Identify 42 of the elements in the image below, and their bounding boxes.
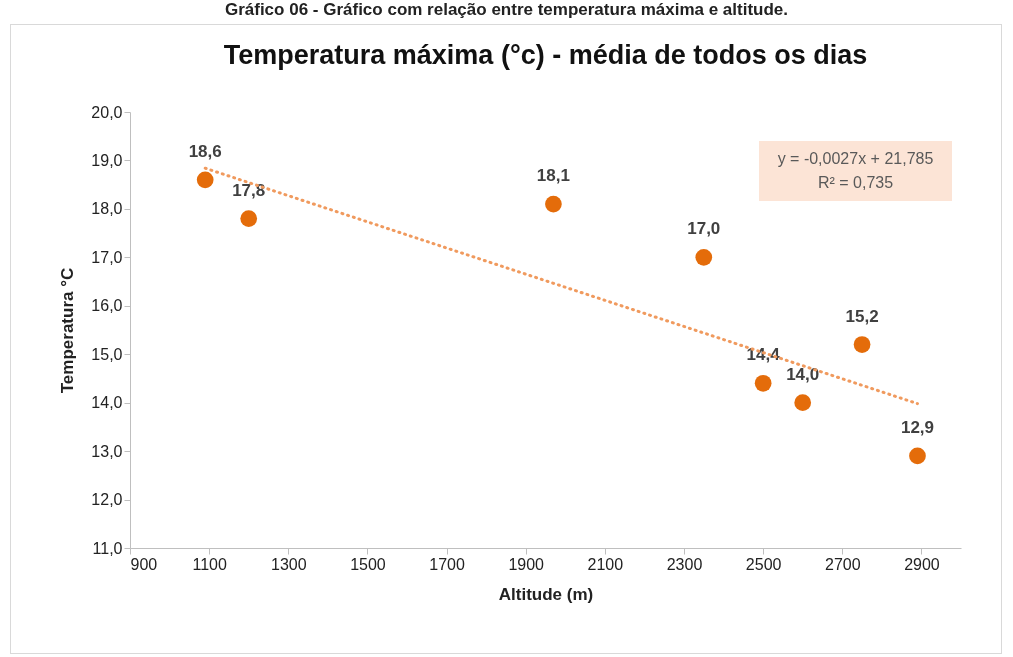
y-tick-label: 13,0 [91, 442, 123, 460]
x-tick-label: 1100 [192, 555, 227, 573]
y-axis-title: Temperatura °C [58, 267, 78, 394]
data-label: 18,1 [536, 166, 570, 186]
y-tick-label: 15,0 [91, 345, 123, 363]
data-label: 12,9 [900, 417, 935, 437]
x-tick-label: 1300 [270, 555, 307, 573]
x-tick-label: 2500 [745, 555, 782, 573]
y-tick-label: 17,0 [91, 248, 123, 266]
x-tick-label: 2300 [666, 555, 703, 573]
data-label: 18,6 [188, 141, 222, 161]
data-label: 14,0 [786, 364, 820, 384]
point [754, 374, 772, 392]
point [240, 210, 258, 227]
text: Gráfico 06 - Gráfico com relação entre temperatura máxima e altitude. [223, 0, 790, 20]
point [794, 394, 812, 412]
data-label: 15,2 [845, 306, 879, 326]
y-tick-label: 11,0 [92, 539, 123, 557]
y-tick-label: 19,0 [91, 151, 123, 169]
data-label: 17,0 [687, 219, 721, 239]
y-tick-label: 18,0 [91, 200, 123, 218]
annotation: y = -0,0027x + 21,785 [776, 149, 935, 169]
point [545, 195, 562, 213]
chart-title: Temperatura máxima (°c) - média de todos os dias [223, 40, 868, 70]
x-tick-label: 1500 [350, 555, 386, 573]
x-tick-label: 900 [130, 555, 158, 573]
y-tick-label: 16,0 [91, 297, 123, 315]
annotation: R² = 0,735 [816, 173, 895, 193]
y-tick-label: 20,0 [91, 103, 123, 121]
point [196, 171, 214, 189]
x-tick-label: 2100 [587, 555, 624, 573]
data-label: 17,8 [232, 180, 266, 200]
x-tick-label: 2900 [904, 555, 940, 573]
x-tick-label: 2700 [824, 555, 861, 573]
x-axis-title: Altitude (m) [498, 584, 594, 604]
point [909, 447, 926, 465]
y-tick-label: 14,0 [91, 394, 123, 412]
y-tick-label: 12,0 [91, 491, 123, 509]
x-tick-label: 1700 [429, 555, 465, 573]
point [853, 336, 871, 353]
point [695, 248, 713, 266]
x-tick-label: 1900 [508, 555, 545, 573]
